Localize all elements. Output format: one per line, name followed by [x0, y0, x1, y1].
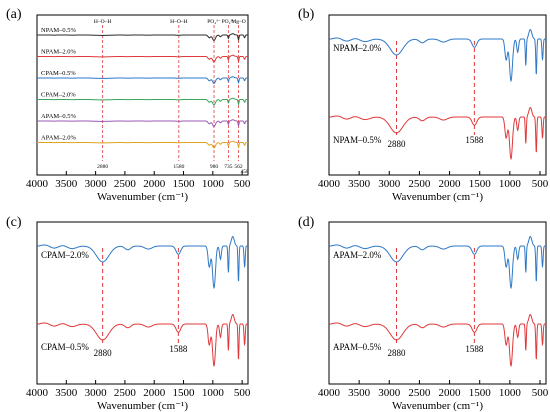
peak-label: PO₄³⁻ [222, 19, 236, 25]
series-label: NPAM–2.0% [41, 49, 77, 56]
x-tick-label: 2000 [439, 178, 462, 190]
x-tick-label: 4000 [318, 387, 341, 399]
series-line [329, 235, 546, 290]
x-tick-label: 4000 [26, 178, 49, 190]
panel-label: (b) [298, 7, 315, 22]
x-tick-label: 3000 [378, 178, 401, 190]
x-tick-label: 3500 [55, 178, 78, 190]
series-line [329, 106, 546, 161]
wavenumber-label: 2880 [97, 164, 108, 170]
wavenumber-label: 735 [224, 164, 233, 170]
peak-label: Mg–O [231, 19, 245, 25]
peak-annotation: 1588 [465, 344, 484, 354]
series-line [37, 140, 248, 149]
peak-label: PO₄³⁻ [207, 19, 221, 25]
chart-panel-2: (b) 4000 3500 3000 2500 2000 1500 1000 500 Wavenu… [298, 7, 549, 203]
peak-label: H–O–H [170, 19, 187, 25]
series-line [329, 313, 546, 368]
x-tick-label: 1000 [202, 178, 225, 190]
x-tick-label: 4000 [26, 387, 49, 399]
series-line [37, 97, 248, 106]
series-line [329, 28, 546, 83]
series-label: NPAM–0.5% [41, 27, 77, 34]
plot-frame [36, 221, 249, 385]
plot-frame [328, 14, 547, 176]
series-line [37, 119, 248, 128]
x-axis-label: Wavenumber (cm⁻¹) [97, 400, 188, 412]
x-tick-label: 2000 [143, 178, 166, 190]
series-label: NPAM–2.0% [333, 43, 382, 53]
x-tick-label: 2000 [143, 387, 166, 399]
panel-label: (d) [298, 215, 315, 230]
x-tick-label: 1000 [499, 387, 522, 399]
series-label: APAM–0.5% [41, 113, 77, 120]
wavenumber-label: 980 [210, 164, 219, 170]
x-tick-label: 1500 [173, 178, 196, 190]
x-tick-label: 3000 [85, 178, 108, 190]
x-axis-label: Wavenumber (cm⁻¹) [97, 191, 188, 203]
series-label: APAM–0.5% [333, 342, 382, 352]
x-tick-label: 2500 [114, 387, 137, 399]
series-line [37, 235, 248, 290]
x-axis-label: Wavenumber (cm⁻¹) [392, 191, 483, 203]
series-line [37, 76, 248, 85]
x-tick-label: 1000 [499, 178, 522, 190]
chart-panel-3: (c) 4000 3500 3000 2500 2000 1500 1000 500 Wavenu… [6, 215, 251, 412]
peak-annotation: 2880 [388, 139, 407, 149]
series-line [37, 54, 248, 63]
x-tick-label: 3500 [348, 387, 371, 399]
x-tick-label: 1500 [469, 387, 492, 399]
series-label: APAM–2.0% [41, 135, 77, 142]
chart-panel-1: (a) 4000 3500 3000 2500 2000 1500 1000 500 Wavenu… [6, 7, 251, 203]
wavenumber-label: 1580 [173, 164, 184, 170]
x-tick-label: 500 [532, 178, 549, 190]
peak-annotation: 2880 [388, 348, 407, 358]
x-tick-label: 1500 [173, 387, 196, 399]
series-line [37, 313, 248, 368]
panel-label: (c) [6, 215, 22, 230]
wavenumber-label: 458 [240, 169, 249, 175]
series-line [37, 33, 248, 42]
x-tick-label: 3000 [378, 387, 401, 399]
panel-label: (a) [6, 7, 22, 22]
plot-frame [36, 14, 249, 176]
series-label: APAM–2.0% [333, 250, 382, 260]
x-tick-label: 3500 [348, 178, 371, 190]
x-tick-label: 500 [234, 178, 251, 190]
wavenumber-label: 562 [234, 164, 243, 170]
x-tick-label: 4000 [318, 178, 341, 190]
peak-label: H–O–H [94, 19, 111, 25]
x-tick-label: 1500 [469, 178, 492, 190]
x-tick-label: 2500 [408, 387, 431, 399]
peak-annotation: 1588 [465, 135, 484, 145]
peak-annotation: 1588 [169, 344, 188, 354]
series-label: CPAM–0.5% [41, 342, 89, 352]
x-tick-label: 2500 [408, 178, 431, 190]
x-tick-label: 3000 [85, 387, 108, 399]
x-tick-label: 3500 [55, 387, 78, 399]
series-label: NPAM–0.5% [333, 135, 382, 145]
x-tick-label: 500 [234, 387, 251, 399]
x-tick-label: 2500 [114, 178, 137, 190]
series-label: CPAM–2.0% [41, 92, 76, 99]
series-label: CPAM–2.0% [41, 250, 89, 260]
peak-annotation: 2880 [94, 348, 113, 358]
chart-panel-4: (d) 4000 3500 3000 2500 2000 1500 1000 500 Wavenu… [298, 215, 549, 412]
x-tick-label: 500 [532, 387, 549, 399]
x-tick-label: 2000 [439, 387, 462, 399]
x-axis-label: Wavenumber (cm⁻¹) [392, 400, 483, 412]
x-tick-label: 1000 [202, 387, 225, 399]
plot-frame [328, 221, 547, 385]
series-label: CPAM–0.5% [41, 70, 76, 77]
